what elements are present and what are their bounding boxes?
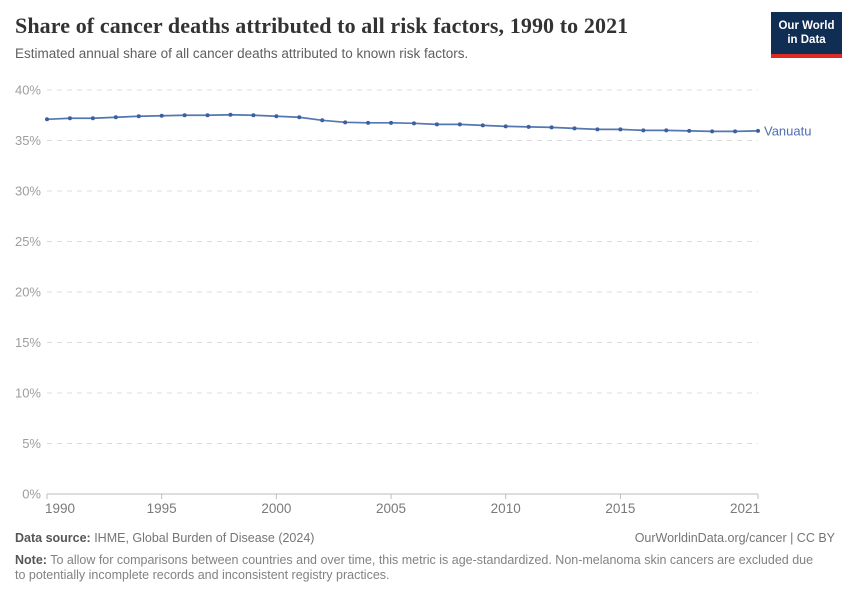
data-point [434,122,439,127]
data-point [159,113,164,118]
y-axis-tick-label: 10% [15,386,41,401]
y-axis-tick-label: 0% [22,487,41,502]
owid-attribution-link[interactable]: OurWorldinData.org/cancer | CC BY [634,531,835,545]
x-axis-tick-label: 2021 [730,501,760,516]
data-point [113,115,118,120]
y-axis-tick-label: 35% [15,133,41,148]
x-axis-tick-label: 2010 [491,501,521,516]
owid-logo-line1: Our World [778,20,835,32]
chart-footer: Data source: IHME, Global Burden of Dise… [15,531,835,584]
data-point [67,116,72,121]
data-point [664,128,669,133]
data-point [389,120,394,125]
data-point [90,116,95,121]
data-point [297,115,302,120]
data-point [320,118,325,123]
data-point [343,120,348,125]
chart-header: Share of cancer deaths attributed to all… [15,13,755,63]
data-point [480,123,485,128]
data-point [733,129,738,134]
source-row: Data source: IHME, Global Burden of Dise… [15,531,835,546]
data-source-label: Data source: [15,531,91,545]
data-line [46,113,759,133]
owid-logo[interactable]: Our World in Data [771,12,842,58]
data-point [641,128,646,133]
x-axis-tick-label: 2005 [376,501,406,516]
data-point [526,124,531,129]
data-point [572,126,577,131]
chart-canvas: 0% 5% 10% 15% 20% 25% 30% 35% 40% 1990 1995 2000 200… [0,75,850,525]
data-point [45,117,49,122]
series-label: Vanuatu [764,123,811,138]
y-axis-tick-label: 5% [22,436,41,451]
note-label: Note: [15,553,47,567]
x-axis-tick-label: 1995 [147,501,177,516]
data-source-text: IHME, Global Burden of Disease (2024) [90,531,315,545]
note-text: To allow for comparisons between countri… [15,553,814,583]
x-axis-tick-label: 1990 [45,501,75,516]
y-axis-tick-label: 40% [15,83,41,98]
data-point [595,127,600,132]
data-point [756,128,760,133]
data-point [182,113,187,118]
data-point [251,113,256,118]
data-point [710,129,715,134]
y-axis-tick-label: 15% [15,335,41,350]
data-point [618,127,623,132]
line-chart: 0% 5% 10% 15% 20% 25% 30% 35% 40% 1990 1995 2000 200… [15,83,812,517]
x-axis-tick-label: 2000 [261,501,291,516]
x-axis-tick-label: 2015 [605,501,635,516]
data-point [136,114,141,119]
data-point [687,128,692,133]
data-source-line: Data source: IHME, Global Burden of Dise… [15,531,314,546]
data-point [549,125,554,130]
y-axis-tick-label: 25% [15,234,41,249]
owid-logo-line2: in Data [787,34,826,47]
data-point [274,114,279,119]
y-axis-tick-label: 20% [15,285,41,300]
chart-note: Note: To allow for comparisons between c… [15,553,821,584]
chart-subtitle: Estimated annual share of all cancer dea… [15,46,469,62]
data-point [411,121,416,126]
data-point [457,122,462,127]
owid-logo-box: Our World in Data [771,12,842,54]
data-point [366,120,371,125]
data-point [205,113,210,118]
page-title: Share of cancer deaths attributed to all… [15,13,629,38]
data-point [503,124,508,129]
y-axis-tick-label: 30% [15,184,41,199]
owid-logo-red-bar [771,53,842,58]
data-point [228,112,233,117]
